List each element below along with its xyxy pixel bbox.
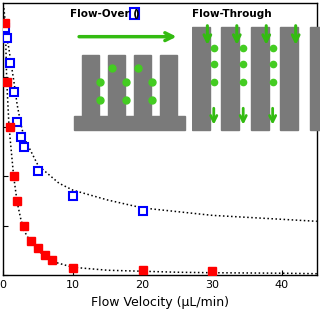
Bar bbox=[280, 27, 298, 130]
Text: Flow-Through: Flow-Through bbox=[192, 9, 272, 19]
Bar bbox=[74, 116, 185, 130]
Bar bbox=[310, 27, 320, 130]
Bar bbox=[82, 54, 99, 116]
Bar bbox=[221, 27, 239, 130]
Bar bbox=[192, 27, 210, 130]
Bar bbox=[134, 54, 151, 116]
Text: Flow-Over (: Flow-Over ( bbox=[70, 9, 139, 19]
Bar bbox=[130, 8, 139, 19]
X-axis label: Flow Velocity (μL/min): Flow Velocity (μL/min) bbox=[91, 296, 229, 308]
Bar bbox=[160, 54, 177, 116]
Bar bbox=[251, 27, 269, 130]
Text: ): ) bbox=[134, 9, 139, 19]
Bar bbox=[108, 54, 125, 116]
